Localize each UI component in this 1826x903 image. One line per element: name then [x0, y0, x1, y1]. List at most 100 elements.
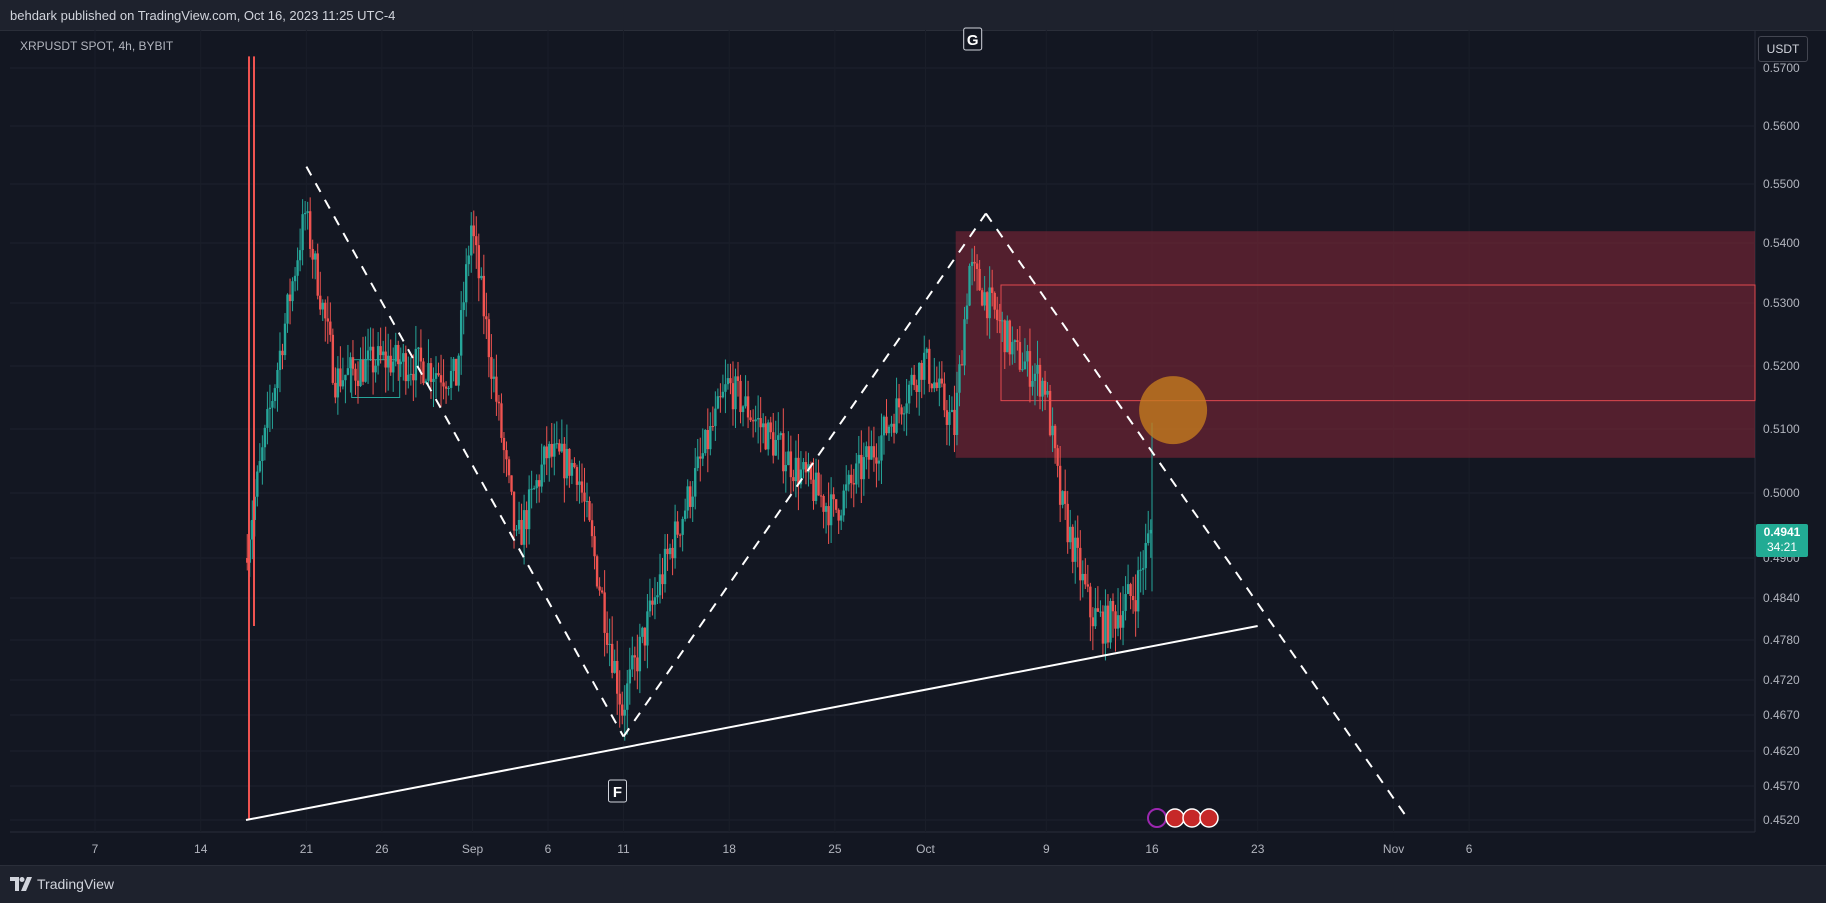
candle-body [958, 364, 961, 393]
candle-body [371, 346, 375, 373]
candle-body [1041, 380, 1044, 397]
candle-body [676, 521, 679, 535]
y-tick-label: 0.5300 [1763, 296, 1800, 310]
candle-body [286, 294, 289, 324]
candle-body [555, 443, 559, 445]
candle-body [296, 260, 299, 276]
candle-body [618, 693, 621, 705]
candle-body [475, 236, 478, 246]
candle-body [905, 403, 908, 414]
candle-body [520, 519, 523, 545]
candle-body [1106, 605, 1110, 643]
candle-body [271, 401, 274, 408]
small-box [351, 359, 401, 399]
candle-body [716, 396, 720, 409]
candle-body [955, 392, 959, 436]
candle-body [834, 499, 838, 510]
candle-body [714, 408, 717, 427]
price-chart[interactable]: 0.5700 0.5600 0.5500 0.5400 0.5300 0.5200 0.51… [0, 0, 1826, 865]
candle-body [374, 365, 377, 373]
candle-body [865, 446, 868, 458]
candle-body [767, 422, 770, 450]
candle-body [1111, 600, 1115, 612]
candle-body [641, 627, 644, 637]
candle-body [882, 416, 886, 436]
candle-body [580, 481, 584, 493]
candle-body [1023, 361, 1027, 370]
candle-body [575, 467, 579, 485]
candle-body [824, 506, 828, 512]
candle-body [1131, 596, 1135, 601]
candle-body [543, 446, 546, 465]
candle-body [595, 556, 599, 587]
x-tick-label: 9 [1043, 842, 1050, 856]
candle-body [794, 457, 798, 482]
candle-body [877, 460, 881, 464]
candle-body [517, 519, 521, 530]
candle-body [487, 319, 491, 358]
candle-body [855, 463, 858, 485]
candle-body [711, 426, 715, 428]
candle-body [1028, 351, 1032, 387]
candle-body [970, 261, 974, 266]
candle-body [442, 382, 445, 387]
candle-body [885, 416, 888, 434]
candle-body [361, 360, 365, 382]
candle-body [1119, 615, 1122, 628]
x-tick-label: Nov [1383, 842, 1404, 856]
candle-body [1046, 390, 1049, 395]
candle-body [334, 382, 337, 398]
candle-body [500, 403, 503, 438]
candle-body [344, 374, 347, 381]
candle-body [643, 627, 647, 646]
candle-body [565, 448, 569, 479]
candle-body [895, 398, 898, 433]
candle-body [701, 453, 704, 459]
candle-body [1016, 340, 1019, 343]
publish-bar: behdark published on TradingView.com, Oc… [0, 0, 1826, 31]
candle-body [975, 263, 979, 269]
currency-button[interactable]: USDT [1758, 36, 1808, 62]
candle-body [646, 611, 649, 646]
candle-body [477, 245, 480, 279]
candle-body [1121, 610, 1125, 628]
candle-body [301, 214, 304, 251]
candle-body [381, 351, 385, 356]
candle-body [336, 368, 340, 398]
candle-body [251, 519, 254, 540]
tradingview-brand[interactable]: TradingView [10, 876, 114, 892]
candle-body [628, 669, 631, 684]
candle-body [789, 451, 793, 478]
candle-body [729, 378, 732, 384]
candle-body [364, 358, 367, 382]
supply-zone [955, 231, 1755, 458]
candle-body [749, 417, 752, 421]
candle-body [588, 500, 591, 521]
candle-body [537, 480, 541, 487]
candle-body [948, 412, 951, 425]
candle-body [417, 347, 420, 349]
candle-body [346, 368, 350, 375]
candle-body [1003, 320, 1006, 353]
candle-body [746, 396, 750, 418]
candle-body [623, 709, 626, 716]
x-tick-label: 6 [545, 842, 552, 856]
candle-body [782, 433, 785, 472]
candle-body [389, 355, 392, 373]
candle-body [288, 294, 292, 302]
candle-body [1084, 573, 1087, 585]
candle-body [636, 657, 639, 672]
candle-body [1021, 369, 1024, 371]
candle-body [809, 464, 813, 480]
candle-body [721, 391, 725, 398]
event-flag-icon [1182, 808, 1202, 828]
candle-body [545, 446, 548, 459]
candle-body [472, 225, 475, 237]
candle-body [616, 660, 619, 694]
candle-body [1056, 448, 1059, 466]
candle-body [459, 310, 463, 356]
candle-body [485, 316, 488, 320]
candle-body [829, 494, 833, 526]
time-axis: 7 14 21 26 Sep 6 11 18 25 Oct 9 16 23 Nov 6 [92, 842, 1473, 856]
candle-body [308, 211, 312, 249]
